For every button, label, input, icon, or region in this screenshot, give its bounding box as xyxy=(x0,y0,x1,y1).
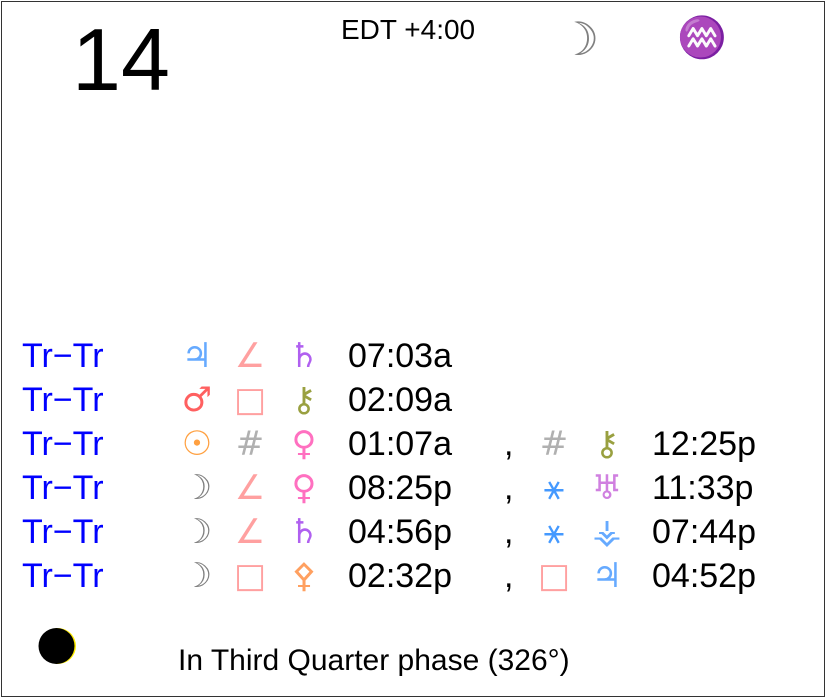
planet-icon: ☽ xyxy=(181,468,213,508)
planet-icon: ☽ xyxy=(181,512,213,552)
aspect-icon: ⚹ xyxy=(543,468,565,508)
aspect-icon: □ xyxy=(233,556,267,596)
planet-icon: ⚷ xyxy=(291,380,317,420)
aspect-time: 02:32p xyxy=(348,557,452,595)
planet-icon: ♃ xyxy=(181,336,213,376)
aspect-icon: □ xyxy=(537,556,571,596)
separator: , xyxy=(504,557,514,595)
planet-icon: ♀ xyxy=(291,424,317,464)
planet-icon: ♅ xyxy=(591,468,623,508)
planet-icon: ⚶ xyxy=(592,512,622,552)
planet-icon: ♂ xyxy=(181,380,213,420)
aspect-icon: # xyxy=(539,424,569,464)
aspect-time: 04:52p xyxy=(652,557,756,595)
aspect-label: Tr−Tr xyxy=(22,337,104,375)
planet-icon: ♄ xyxy=(288,512,320,552)
planet-icon: ♀ xyxy=(291,468,317,508)
planet-icon: ⚷ xyxy=(594,424,620,464)
planet-icon: ☽ xyxy=(181,556,213,596)
aspect-icon: # xyxy=(235,424,265,464)
moon-icon: ☽ xyxy=(558,13,600,65)
timezone-label: EDT +4:00 xyxy=(341,14,476,45)
aspect-time: 08:25p xyxy=(348,469,452,507)
aspect-label: Tr−Tr xyxy=(22,425,104,463)
planet-icon: ☉ xyxy=(181,424,213,464)
aspect-icon: ⚹ xyxy=(543,512,565,552)
aspect-label: Tr−Tr xyxy=(22,469,104,507)
day-number: 14 xyxy=(72,10,170,109)
aspect-time: 12:25p xyxy=(652,425,756,463)
planet-icon: ⚴ xyxy=(291,556,317,596)
planet-icon: ♄ xyxy=(288,336,320,376)
planet-icon: ♃ xyxy=(591,556,623,596)
aspect-icon: ∠ xyxy=(234,336,266,376)
aspect-time: 01:07a xyxy=(348,425,452,463)
moon-phase-icon xyxy=(38,628,76,664)
aspect-icon: ∠ xyxy=(234,512,266,552)
separator: , xyxy=(504,425,514,463)
aquarius-icon: ♒ xyxy=(677,16,727,60)
aspect-icon: ∠ xyxy=(234,468,266,508)
aspect-label: Tr−Tr xyxy=(22,513,104,551)
aspect-time: 07:44p xyxy=(652,513,756,551)
aspect-time: 07:03a xyxy=(348,337,452,375)
aspect-time: 02:09a xyxy=(348,381,452,419)
aspect-label: Tr−Tr xyxy=(22,557,104,595)
separator: , xyxy=(504,469,514,507)
aspect-label: Tr−Tr xyxy=(22,381,104,419)
aspect-icon: □ xyxy=(233,380,267,420)
phase-text: In Third Quarter phase (326°) xyxy=(178,644,570,677)
aspect-time: 04:56p xyxy=(348,513,452,551)
aspect-time: 11:33p xyxy=(652,469,754,507)
separator: , xyxy=(504,513,514,551)
